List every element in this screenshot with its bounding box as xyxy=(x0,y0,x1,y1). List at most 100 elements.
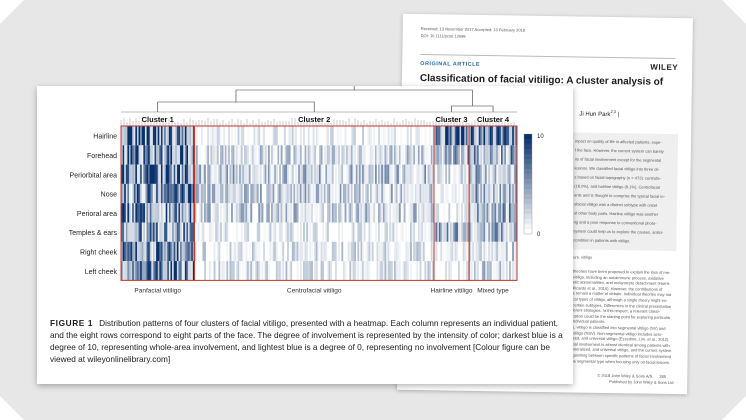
heatmap-cell xyxy=(309,183,312,204)
heatmap-cell xyxy=(394,183,396,204)
heatmap-cell xyxy=(258,222,261,242)
heatmap-cell xyxy=(196,164,198,184)
heatmap-cell xyxy=(148,145,151,165)
heatmap-cell xyxy=(475,164,478,184)
heatmap-cell xyxy=(290,261,293,281)
heatmap-cell xyxy=(143,203,146,223)
heatmap-cell xyxy=(159,261,162,281)
heatmap-cell xyxy=(151,126,154,146)
heatmap-cell xyxy=(165,183,168,204)
heatmap-cell xyxy=(425,261,428,281)
heatmap-cell xyxy=(279,222,281,242)
heatmap-cell xyxy=(199,145,202,165)
heatmap-cell xyxy=(239,164,242,184)
heatmap-cell xyxy=(132,145,135,165)
heatmap-cell xyxy=(378,222,380,242)
heatmap-cell xyxy=(272,203,275,223)
colorbar-segment xyxy=(524,149,532,155)
heatmap-cell xyxy=(170,241,173,262)
heatmap-cell xyxy=(352,222,355,242)
heatmap-cell xyxy=(146,164,149,184)
heatmap-cell xyxy=(512,222,515,242)
heatmap-cell xyxy=(239,261,242,281)
heatmap-cell xyxy=(261,261,264,281)
heatmap-cell xyxy=(299,203,302,223)
heatmap-cell xyxy=(141,183,144,204)
heatmap-cell xyxy=(130,241,133,262)
heatmap-cell xyxy=(311,145,313,165)
heatmap-cell xyxy=(213,126,216,146)
heatmap-cell xyxy=(496,203,499,223)
heatmap-cell xyxy=(410,183,412,204)
heatmap-cell xyxy=(357,203,360,223)
heatmap-cell xyxy=(382,261,385,281)
heatmap-cell xyxy=(282,241,285,262)
heatmap-cell xyxy=(496,261,499,281)
heatmap-cell xyxy=(497,126,500,146)
heatmap-cell xyxy=(334,241,337,262)
heatmap-cell xyxy=(255,145,258,165)
heatmap-cell xyxy=(365,183,368,204)
body-text xyxy=(403,14,693,19)
heatmap-cell xyxy=(363,261,366,281)
heatmap-cell xyxy=(216,145,219,165)
heatmap-cell xyxy=(269,241,272,262)
heatmap-cell xyxy=(341,241,344,262)
heatmap-cell xyxy=(406,164,409,184)
heatmap-cell xyxy=(261,145,264,165)
heatmap-cell xyxy=(462,241,465,262)
heatmap-cell xyxy=(371,203,374,223)
heatmap-cell xyxy=(326,222,329,242)
heatmap-cell xyxy=(464,126,467,146)
heatmap-cell xyxy=(181,261,184,281)
heatmap-cell xyxy=(416,241,419,262)
heatmap-cell xyxy=(196,183,198,204)
heatmap-cell xyxy=(315,241,318,262)
heatmap-cell xyxy=(242,126,245,146)
heatmap-cell xyxy=(204,261,206,281)
heatmap-cell xyxy=(441,145,444,165)
heatmap-cell xyxy=(366,183,369,204)
heatmap-cell xyxy=(188,241,190,262)
heatmap-cell xyxy=(253,164,256,184)
heatmap-cell xyxy=(178,203,181,223)
heatmap-cell xyxy=(429,126,432,146)
heatmap-cell xyxy=(133,222,136,242)
heatmap-cell xyxy=(315,222,318,242)
heatmap-cell xyxy=(315,126,318,146)
heatmap-cell xyxy=(392,222,395,242)
heatmap-cell xyxy=(346,145,349,165)
heatmap-cell xyxy=(371,145,374,165)
heatmap-cell xyxy=(210,164,213,184)
heatmap-cell xyxy=(418,222,420,242)
heatmap-cell xyxy=(175,164,178,184)
heatmap-cell xyxy=(149,222,152,242)
heatmap-cell xyxy=(421,203,424,223)
heatmap-cell xyxy=(408,203,411,223)
heatmap-cell xyxy=(464,183,467,204)
heatmap-cell xyxy=(347,241,350,262)
heatmap-cell xyxy=(146,145,149,165)
heatmap-cell xyxy=(326,203,329,223)
heatmap-cell xyxy=(272,183,275,204)
heatmap-cell xyxy=(363,203,366,223)
heatmap-cell xyxy=(440,145,443,165)
heatmap-cell xyxy=(172,164,174,184)
heatmap-cell xyxy=(350,183,353,204)
heatmap-cell xyxy=(432,164,435,184)
heatmap-cell xyxy=(413,145,416,165)
heatmap-cell xyxy=(370,222,372,242)
heatmap-cell xyxy=(287,145,289,165)
heatmap-cell xyxy=(178,222,181,242)
heatmap-cell xyxy=(384,183,387,204)
heatmap-cell xyxy=(309,164,312,184)
heatmap-cell xyxy=(138,164,141,184)
heatmap-cell xyxy=(274,164,277,184)
heatmap-cell xyxy=(368,261,371,281)
heatmap-cell xyxy=(378,164,380,184)
heatmap-cell xyxy=(449,126,452,146)
heatmap-cell xyxy=(314,222,317,242)
heatmap-cell xyxy=(130,183,133,204)
heatmap-cell xyxy=(513,241,516,262)
heatmap-cell xyxy=(381,222,384,242)
